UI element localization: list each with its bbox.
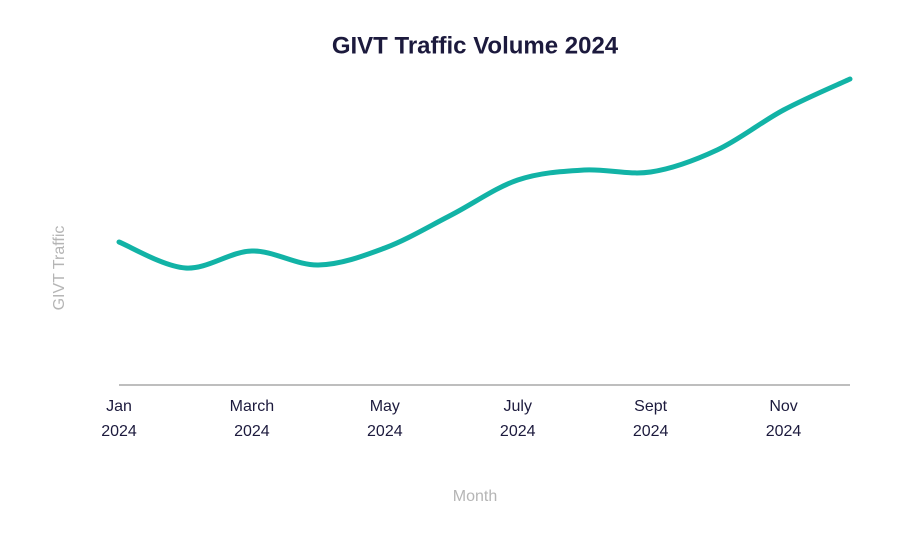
x-tick-label: Jan 2024 <box>101 398 137 440</box>
x-tick-label: Nov 2024 <box>766 398 802 440</box>
chart-title: GIVT Traffic Volume 2024 <box>332 32 619 59</box>
x-tick-label: May 2024 <box>367 398 403 440</box>
x-tick-label: Sept 2024 <box>633 398 669 440</box>
x-tick-label: July 2024 <box>500 398 536 440</box>
line <box>116 76 853 271</box>
y-axis-label: GIVT Traffic <box>51 226 68 311</box>
x-axis-label: Month <box>453 488 497 505</box>
x-tick-label: March 2024 <box>230 398 274 440</box>
